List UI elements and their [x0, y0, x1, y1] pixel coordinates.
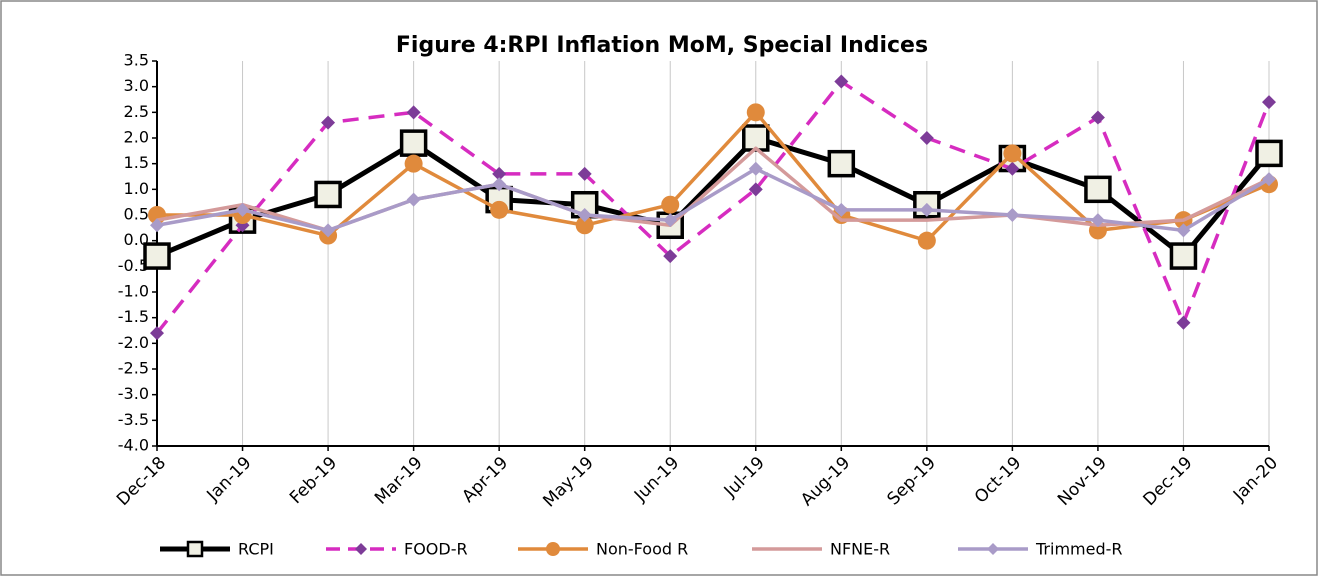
y-tick-label: -4.0 [118, 436, 149, 455]
y-tick-label: 2.0 [124, 128, 149, 147]
series-line [156, 135, 1271, 259]
point-marker [186, 540, 204, 558]
point-marker [406, 105, 421, 120]
point-marker [490, 200, 509, 219]
legend-label: FOOD-R [404, 540, 468, 559]
point-marker [925, 218, 929, 222]
point-marker [404, 154, 423, 173]
point-marker [406, 192, 421, 207]
y-tick-label: -1.0 [118, 282, 149, 301]
legend-label: RCPI [238, 540, 274, 559]
point-marker [1176, 223, 1191, 238]
point-marker [314, 180, 342, 209]
point-marker [919, 131, 934, 145]
point-marker [1005, 161, 1020, 176]
point-marker [399, 129, 428, 157]
point-marker [1255, 139, 1283, 168]
point-marker [827, 149, 856, 178]
point-marker [1176, 315, 1191, 330]
y-tick-label: -1.5 [118, 307, 149, 326]
point-marker [1003, 144, 1022, 163]
point-marker [834, 74, 849, 89]
point-marker [1169, 242, 1198, 270]
y-tick-label: -3.5 [118, 410, 149, 429]
point-marker [748, 161, 763, 176]
y-tick-label: 0.0 [124, 230, 149, 249]
point-marker [1084, 175, 1112, 204]
point-marker [575, 216, 594, 235]
point-marker [839, 218, 843, 222]
y-tick-label: -2.0 [118, 333, 149, 352]
point-marker [355, 543, 367, 555]
point-marker [577, 208, 592, 222]
point-marker [143, 242, 171, 270]
point-marker [1090, 110, 1105, 125]
point-marker [1090, 213, 1105, 228]
point-marker [150, 218, 164, 233]
point-marker [919, 202, 934, 217]
point-marker [321, 223, 336, 238]
point-marker [754, 146, 758, 150]
y-tick-label: 0.5 [124, 205, 149, 224]
y-tick-label: 1.5 [124, 153, 149, 172]
y-tick-label: 3.5 [124, 51, 149, 70]
y-tick-label: 2.5 [124, 102, 149, 121]
point-marker [1005, 208, 1020, 222]
point-marker [1181, 218, 1185, 222]
point-marker [661, 195, 680, 214]
point-marker [746, 103, 765, 122]
point-marker [663, 213, 678, 228]
point-marker [663, 249, 678, 264]
series-line [156, 167, 1270, 233]
point-marker [748, 182, 763, 197]
y-tick-label: -2.5 [118, 359, 149, 378]
chart-title: Figure 4:RPI Inflation MoM, Special Indi… [396, 33, 928, 58]
y-tick-label: -0.5 [118, 256, 149, 275]
legend-label: Non-Food R [596, 540, 688, 559]
point-marker [987, 543, 999, 555]
y-tick-label: 3.0 [124, 76, 149, 95]
point-marker [742, 124, 770, 152]
y-tick-label: -3.0 [118, 384, 149, 403]
point-marker [150, 326, 164, 341]
point-marker [834, 202, 849, 217]
point-marker [917, 231, 936, 250]
point-marker [1262, 172, 1276, 187]
point-marker [235, 202, 250, 217]
point-marker [492, 177, 507, 192]
legend-label: Trimmed-R [1035, 540, 1123, 559]
y-tick-label: 1.0 [124, 179, 149, 198]
point-marker [577, 166, 592, 181]
point-marker [1262, 95, 1276, 110]
legend-label: NFNE-R [830, 540, 890, 559]
point-marker [321, 115, 336, 130]
point-marker [492, 166, 507, 181]
point-marker [546, 542, 560, 556]
